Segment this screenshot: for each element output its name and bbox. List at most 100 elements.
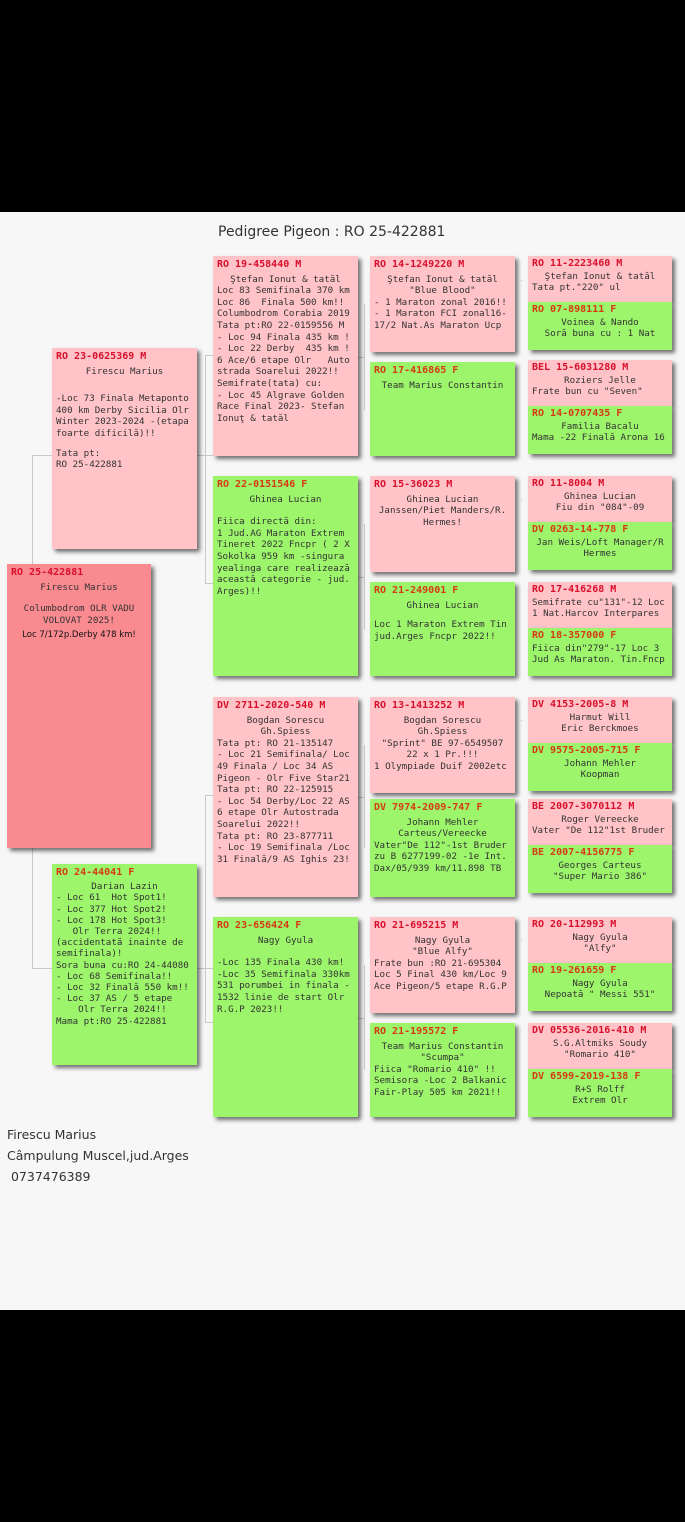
great-grandparent-card[interactable]: RO 21-249001 F Ghinea Lucian Loc 1 Maraton…: [370, 582, 515, 676]
grandparent-card[interactable]: DV 2711-2020-540 M Bogdan Sorescu Gh.Spies…: [213, 697, 358, 897]
note-line: - Loc 94 Finala 435 km !: [217, 331, 350, 343]
ancestor-card[interactable]: DV 6599-2019-138 F R+S Rolff Extrem Olr: [528, 1069, 672, 1117]
connector-line: [205, 795, 213, 796]
note-line: Columbodrom OLR VADU: [23, 603, 135, 615]
note-line: jud.Arges Fncpr 2022!!: [374, 630, 496, 642]
note-line: - Loc 32 Finală 550 km!!: [56, 982, 189, 994]
ring-number: RO 14-0707435 F: [532, 408, 623, 419]
ancestor-card[interactable]: RO 19-261659 F Nagy Gyula Nepoată " Messi …: [528, 963, 672, 1011]
note-line: 6 etape Olr Autostrada: [217, 807, 339, 819]
ring-number: DV 7974-2009-747 F: [374, 802, 483, 813]
connector-line: [521, 280, 522, 281]
page-title: Pedigree Pigeon : RO 25-422881: [218, 224, 446, 240]
breeder-line: Jan Weis/Loft Manager/R: [536, 536, 664, 548]
connector-line: [32, 968, 52, 969]
note-line: Loc 5 Final 430 km/Loc 9: [374, 969, 507, 981]
pedigree-sheet: Pedigree Pigeon : RO 25-422881 RO 25-422…: [0, 212, 685, 1310]
note-line: 531 porumbei in finala -: [217, 980, 350, 992]
note-line: R.G.P 2023!!: [217, 1003, 284, 1015]
breeder-line: Johann Mehler: [564, 757, 636, 769]
breeder-line: Roziers Jelle: [564, 374, 636, 386]
breeder-line: Voinea & Nando: [561, 316, 639, 328]
breeder-line: Carteus/Vereecke: [398, 828, 487, 840]
note-line: - Loc 22 Derby 435 km !: [217, 343, 350, 355]
ancestor-card[interactable]: RO 07-898111 F Voinea & Nando Soră buna cu…: [528, 302, 672, 350]
ancestor-card[interactable]: BE 2007-4156775 F Georges Carteus "Super M…: [528, 845, 672, 893]
note-line: Tineret 2022 Fncpr ( 2 X: [217, 539, 350, 551]
ring-number: RO 21-195572 F: [374, 1026, 459, 1037]
ancestor-card[interactable]: RO 11-8004 M Ghinea Lucian Fiu din "084"-0…: [528, 476, 672, 522]
ancestor-card[interactable]: RO 11-2223460 M Ştefan Ionut & tatăl Tata …: [528, 256, 672, 302]
note-line: - Loc 19 Semifinala /Loc: [217, 842, 350, 854]
spacer: [56, 385, 193, 393]
breeder-line: Ghinea Lucian: [249, 493, 322, 505]
ring-number: DV 9575-2005-715 F: [532, 745, 641, 756]
great-grandparent-card[interactable]: RO 21-195572 F Team Marius Constantin "Scu…: [370, 1023, 515, 1117]
ancestor-card[interactable]: RO 20-112993 M Nagy Gyula "Alfy": [528, 917, 672, 963]
note-line: -Loc 73 Finala Metaponto: [56, 393, 189, 405]
sire-card[interactable]: RO 23-0625369 M Firescu Marius -Loc 73 Fin…: [52, 348, 197, 549]
ancestor-card[interactable]: BE 2007-3070112 M Roger Vereecke Vater "De…: [528, 799, 672, 845]
ancestor-card[interactable]: RO 17-416268 M Semifrate cu"131"-12 Loc 1 …: [528, 582, 672, 628]
great-grandparent-card[interactable]: RO 17-416865 F Team Marius Constantin: [370, 362, 515, 456]
breeder-line: "Blue Blood": [409, 285, 476, 297]
connector-line: [521, 940, 522, 941]
ring-number: RO 21-695215 M: [374, 920, 459, 931]
connector-line: [205, 795, 206, 1022]
connector-line: [358, 796, 364, 798]
note-line: Tata pt:RO 22-0159556 M: [217, 319, 345, 331]
ring-number: RO 19-261659 F: [532, 965, 617, 976]
note-line: - Loc 61 Hot Spot1!: [56, 892, 167, 904]
ancestor-card[interactable]: DV 05536-2016-410 M S.G.Altmiks Soudy "Rom…: [528, 1023, 672, 1069]
ancestor-card[interactable]: DV 4153-2005-8 M Harmut Will Eric Berckmoe…: [528, 697, 672, 743]
note-line: Tata pt: RO 21-135147: [217, 737, 334, 749]
great-grandparent-card[interactable]: RO 21-695215 M Nagy Gyula "Blue Alfy" Frate…: [370, 917, 515, 1013]
note-line: Ionuţ & tatăl: [217, 412, 289, 424]
owner-phone[interactable]: 0737476389: [7, 1169, 91, 1184]
ancestor-card[interactable]: BEL 15-6031280 M Roziers Jelle Frate bun c…: [528, 360, 672, 406]
breeder-line: Koopman: [580, 769, 620, 781]
subject-pigeon-card[interactable]: RO 25-422881 Firescu Marius Columbodrom OL…: [7, 564, 151, 848]
note-line: Tata pt: RO 22-125915: [217, 784, 334, 796]
note-line: Semifrate cu"131"-12 Loc: [532, 596, 665, 608]
ring-number: DV 0263-14-778 F: [532, 524, 629, 535]
great-grandparent-card[interactable]: RO 13-1413252 M Bogdan Sorescu Gh.Spiess "S…: [370, 697, 515, 793]
note-line: Fair-Play 505 km 2021!!: [374, 1086, 502, 1098]
note-line: - Loc 68 Semifinala!!: [56, 970, 173, 982]
note-line: Semifrate(tata) cu:: [217, 377, 323, 389]
ring-number: RO 24-44041 F: [56, 867, 135, 878]
ancestor-card[interactable]: RO 14-0707435 F Familia Bacalu Mama -22 Fi…: [528, 406, 672, 454]
ancestor-card[interactable]: DV 0263-14-778 F Jan Weis/Loft Manager/R H…: [528, 522, 672, 570]
ring-number: BEL 15-6031280 M: [532, 362, 629, 373]
note-line: - Loc 37 AS / 5 etape: [56, 993, 173, 1005]
ancestor-card[interactable]: DV 9575-2005-715 F Johann Mehler Koopman: [528, 743, 672, 791]
note-line: - Loc 178 Hot Spot3!: [56, 914, 167, 926]
ring-number: RO 11-8004 M: [532, 478, 605, 489]
great-grandparent-card[interactable]: DV 7974-2009-747 F Johann Mehler Carteus/V…: [370, 799, 515, 897]
dam-card[interactable]: RO 24-44041 F Darian Lazin - Loc 61 Hot Sp…: [52, 864, 197, 1065]
breeder-line: Eric Berckmoes: [561, 723, 639, 735]
ring-number: RO 21-249001 F: [374, 585, 459, 596]
note-line: Tata pt:: [56, 447, 101, 459]
grandparent-card[interactable]: RO 19-458440 M Ştefan Ionut & tatăl Loc 83…: [213, 256, 358, 456]
note-line: -Loc 35 Semifinala 330km: [217, 968, 350, 980]
breeder-line: Bogdan Sorescu: [403, 714, 482, 726]
note-line: Loc 86 Finala 500 km!!: [217, 296, 345, 308]
note-line: Frate bun cu "Seven": [532, 386, 643, 398]
great-grandparent-card[interactable]: RO 14-1249220 M Ştefan Ionut & tatăl "Blue…: [370, 256, 515, 352]
grandparent-card[interactable]: RO 22-0151546 F Ghinea Lucian Fiica direct…: [213, 476, 358, 676]
note-line: Dax/05/939 km/11.898 TB: [374, 862, 502, 874]
breeder-line: Soră buna cu : 1 Nat: [544, 328, 656, 340]
grandparent-card[interactable]: RO 23-656424 F Nagy Gyula -Loc 135 Finala …: [213, 917, 358, 1117]
note-line: 400 km Derby Sicilia Olr: [56, 404, 189, 416]
great-grandparent-card[interactable]: RO 15-36023 M Ghinea Lucian Janssen/Piet M…: [370, 476, 515, 572]
breeder-line: Bogdan Sorescu: [246, 714, 325, 726]
note-line: Tata pt: RO 23-877711: [217, 830, 334, 842]
note-line: Mama -22 Finală Arona 16: [532, 432, 665, 444]
note-line: Sokolka 959 km -singura: [217, 550, 345, 562]
ancestor-card[interactable]: RO 18-357000 F Fiica din"279"-17 Loc 3 Jud…: [528, 628, 672, 676]
note-line: zu B 6277199-02 -1e Int.: [374, 851, 507, 863]
ring-number: RO 25-422881: [11, 567, 84, 578]
breeder-line: S.G.Altmiks Soudy: [552, 1037, 648, 1049]
ring-number: DV 4153-2005-8 M: [532, 699, 629, 710]
